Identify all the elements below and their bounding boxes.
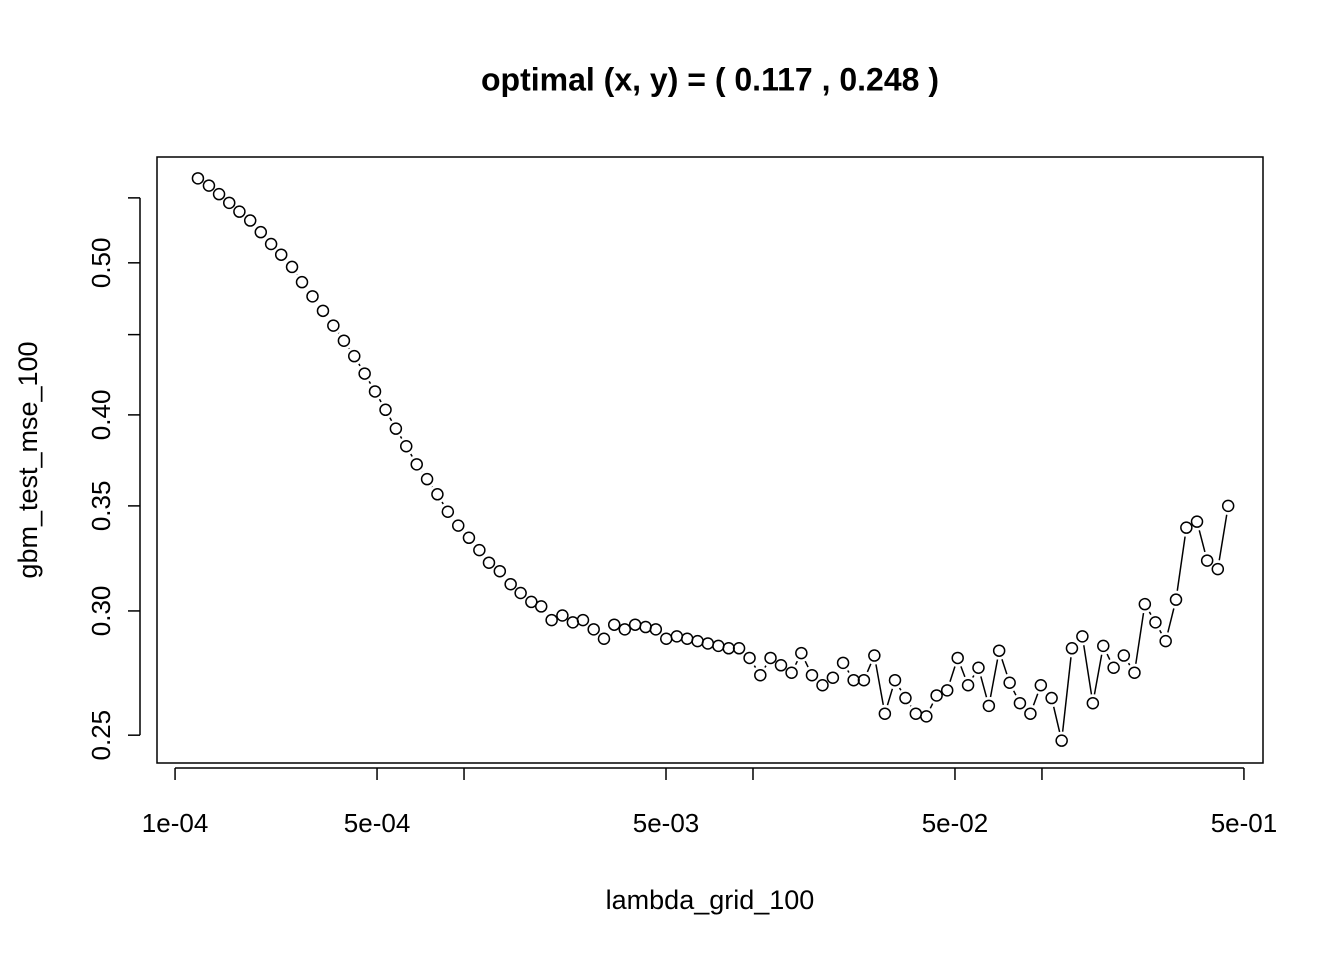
connector	[442, 502, 443, 504]
x-tick-label: 5e-03	[633, 808, 700, 838]
connector	[973, 675, 974, 677]
y-tick-label: 0.25	[86, 710, 116, 761]
y-tick-label: 0.35	[86, 481, 116, 532]
connector	[400, 436, 401, 438]
chart-title: optimal (x, y) = ( 0.117 , 0.248 )	[481, 61, 939, 97]
connector	[848, 671, 849, 673]
x-tick-label: 5e-04	[344, 808, 411, 838]
connector	[754, 666, 755, 668]
y-tick-label: 0.50	[86, 238, 116, 289]
x-tick-label: 1e-04	[142, 808, 209, 838]
x-tick-label: 5e-02	[922, 808, 989, 838]
y-axis-title: gbm_test_mse_100	[13, 341, 43, 578]
connector	[765, 666, 766, 668]
connector	[1129, 663, 1130, 665]
x-tick-label: 5e-01	[1211, 808, 1278, 838]
y-tick-label: 0.40	[86, 390, 116, 441]
connector	[359, 364, 360, 366]
x-axis-title: lambda_grid_100	[606, 885, 815, 915]
y-tick-label: 0.30	[86, 586, 116, 637]
